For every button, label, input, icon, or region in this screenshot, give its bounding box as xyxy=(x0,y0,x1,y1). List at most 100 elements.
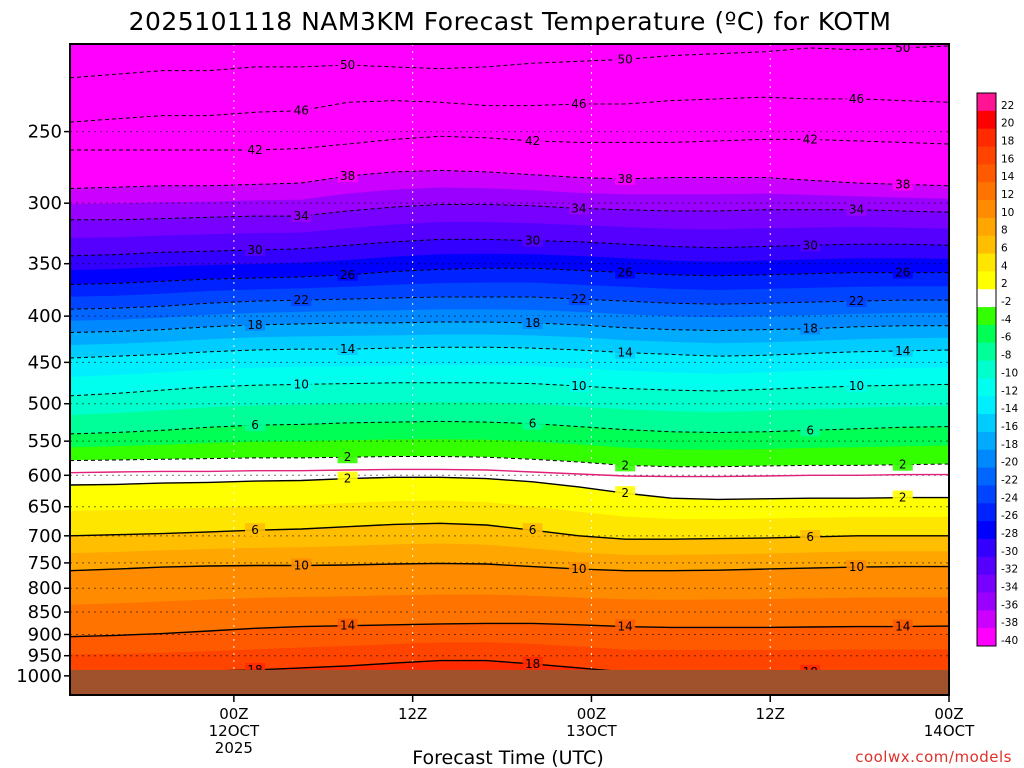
contour-line xyxy=(70,622,949,638)
contour-label-bg xyxy=(846,560,867,574)
x-tick-label: 00Z xyxy=(577,705,606,723)
contour-label: 30 xyxy=(803,238,818,252)
colorbar-swatch xyxy=(977,396,996,415)
colorbar-label: -6 xyxy=(1001,332,1012,344)
contour-label: 26 xyxy=(340,268,355,282)
contour-label-bg xyxy=(245,143,266,157)
contour-label: 14 xyxy=(895,344,910,358)
contour-label-bg xyxy=(892,343,913,357)
contour-label-bg xyxy=(615,265,636,279)
colorbar-swatch xyxy=(977,485,996,504)
contour-label: 38 xyxy=(895,177,910,191)
colorbar-label: -2 xyxy=(1001,296,1011,308)
contour-label-bg xyxy=(337,267,358,281)
contour-label-bg xyxy=(291,377,312,391)
contour-label: 18 xyxy=(247,318,262,332)
contour-label: 22 xyxy=(849,294,864,308)
contour-label-bg xyxy=(800,529,821,543)
contour-label: 2 xyxy=(344,450,352,464)
contour-label: 42 xyxy=(247,143,262,157)
contour-label-bg xyxy=(337,169,358,183)
y-tick-label: 250 xyxy=(28,122,62,143)
contour-label-bg xyxy=(615,458,636,472)
contour-label-bg xyxy=(846,202,867,216)
contour-label-bg xyxy=(245,418,266,432)
x-tick-label: 2025 xyxy=(215,739,253,757)
colorbar-label: -14 xyxy=(1001,403,1018,415)
contour-label-bg xyxy=(337,342,358,356)
contour-label: 30 xyxy=(525,234,540,248)
colorbar-swatch xyxy=(977,414,996,433)
contour-label: 50 xyxy=(340,58,355,72)
colorbar-label: -4 xyxy=(1001,314,1012,326)
contour-label: 2 xyxy=(899,458,907,472)
colorbar-swatch xyxy=(977,628,996,647)
colorbar-legend: 22 20 18 16 14 12 10 8 6 4 2 -2 -4 -6 -8 -10 -12 -14 -16 -1… xyxy=(976,92,1018,647)
y-tick-label: 800 xyxy=(28,578,62,599)
chart-title: 2025101118 NAM3KM Forecast Temperature (… xyxy=(129,7,892,36)
contour-label: 42 xyxy=(803,132,818,146)
contour-label: 26 xyxy=(618,266,633,280)
x-axis-label: Forecast Time (UTC) xyxy=(412,747,603,768)
colorbar-label: 6 xyxy=(1001,243,1008,255)
contour-label: 6 xyxy=(806,423,814,437)
colorbar-label: -38 xyxy=(1001,617,1018,629)
contour-label: 10 xyxy=(571,562,586,576)
colorbar-swatch xyxy=(977,289,996,308)
colorbar-label: 14 xyxy=(1001,171,1015,183)
contour-label: 2 xyxy=(344,472,352,486)
colorbar-swatch xyxy=(977,93,996,112)
colorbar-label: -22 xyxy=(1001,474,1018,486)
contour-label: 14 xyxy=(618,620,633,634)
colorbar-label: 8 xyxy=(1001,225,1008,237)
contour-label-bg xyxy=(337,450,358,464)
colorbar-label: 4 xyxy=(1001,260,1008,272)
colorbar-swatch xyxy=(977,503,996,522)
colorbar-swatch xyxy=(977,360,996,379)
contour-label: 10 xyxy=(849,560,864,574)
y-tick-label: 750 xyxy=(28,553,62,574)
contour-label-bg xyxy=(800,423,821,437)
contour-label-bg xyxy=(291,558,312,572)
x-tick-label: 12Z xyxy=(756,705,785,723)
contour-label: 6 xyxy=(529,523,537,537)
contour-label: 10 xyxy=(294,559,309,573)
contour-label-bg xyxy=(892,44,913,54)
contour-label: 6 xyxy=(251,523,259,537)
colorbar-label: -34 xyxy=(1001,581,1018,593)
x-tick-label: 14OCT xyxy=(924,722,975,740)
contour-label: 14 xyxy=(340,619,355,633)
contour-label: 14 xyxy=(340,342,355,356)
contour-label-bg xyxy=(615,345,636,359)
y-tick-label: 600 xyxy=(28,465,62,486)
contour-label-bg xyxy=(800,238,821,252)
contour-label: 34 xyxy=(571,201,586,215)
contour-label: 6 xyxy=(251,418,259,432)
colorbar-label: -26 xyxy=(1001,510,1018,522)
contour-label-bg xyxy=(337,58,358,72)
contour-label-bg xyxy=(291,293,312,307)
colorbar-label: -30 xyxy=(1001,546,1018,558)
colorbar-swatch xyxy=(977,610,996,629)
colorbar-label: 10 xyxy=(1001,207,1014,219)
contour-label-bg xyxy=(800,132,821,146)
colorbar-label: -40 xyxy=(1001,635,1018,647)
contour-label: 14 xyxy=(618,346,633,360)
x-tick-label: 00Z xyxy=(219,705,248,723)
colorbar-label: -12 xyxy=(1001,385,1018,397)
contour-label: 38 xyxy=(340,169,355,183)
contour-label-bg xyxy=(291,103,312,117)
colorbar-frame xyxy=(976,92,997,647)
contour-line xyxy=(70,476,949,501)
colorbar-swatch xyxy=(977,235,996,255)
colorbar-swatch xyxy=(977,146,996,165)
colorbar-label: 22 xyxy=(1001,100,1014,112)
contour-label: 2 xyxy=(899,491,907,505)
contour-label-bg xyxy=(568,96,589,110)
colorbar-label: 18 xyxy=(1001,136,1014,148)
colorbar-swatch xyxy=(977,253,996,272)
contour-label: 6 xyxy=(806,530,814,544)
contour-label-bg xyxy=(245,523,266,537)
